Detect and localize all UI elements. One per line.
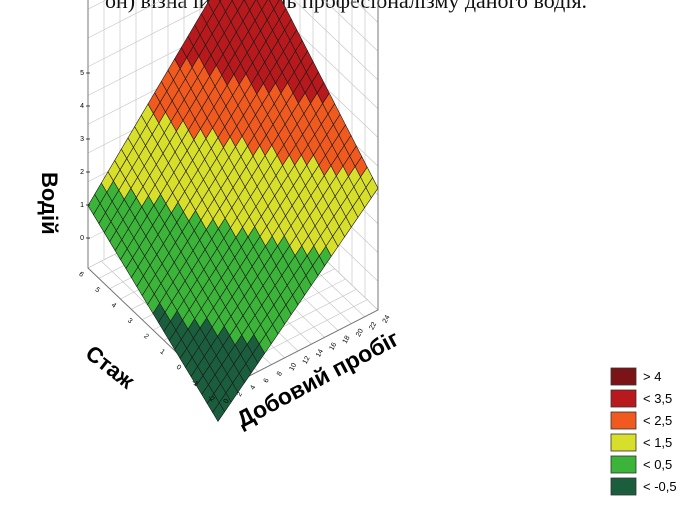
z-tick-label: 1 [80, 202, 84, 209]
legend-label: > 4 [643, 369, 661, 384]
surface-mesh [87, 0, 379, 422]
surface-cell [273, 0, 287, 21]
y-tick-label: 6 [77, 271, 84, 279]
grid-line [293, 0, 379, 81]
surface-cell [256, 0, 268, 10]
grid-line [353, 0, 379, 23]
x-tick-label: 22 [368, 321, 378, 331]
y-tick-label: -2 [206, 394, 215, 403]
legend-swatch [610, 411, 637, 430]
x-tick-label: 20 [355, 328, 365, 338]
legend-swatch [610, 367, 637, 386]
z-axis-title: Водій [37, 172, 62, 235]
legend-label: < 1,5 [643, 435, 672, 450]
x-tick-label: 16 [328, 341, 338, 351]
y-tick-label: -1 [190, 379, 199, 388]
z-tick-label: 0 [80, 235, 84, 242]
x-tick-label: 0 [223, 398, 231, 405]
z-tick-label: 2 [80, 169, 84, 176]
legend-label: < 3,5 [643, 391, 672, 406]
x-tick-label: 2 [236, 391, 244, 398]
y-tick-label: 5 [93, 286, 100, 294]
y-tick-label: 1 [158, 348, 165, 356]
legend-swatch [610, 477, 637, 496]
surface-cell [207, 0, 221, 14]
y-tick-label: 3 [126, 317, 133, 325]
z-tick-label: 5 [80, 70, 84, 77]
x-tick-label: 8 [276, 371, 284, 378]
z-tick-label: 4 [80, 103, 84, 110]
surface-cell [244, 0, 257, 11]
x-tick-label: 4 [249, 384, 257, 391]
x-tick-label: 14 [315, 348, 325, 358]
surface-cell [268, 0, 280, 10]
legend-swatch [610, 433, 637, 452]
x-tick-label: 6 [263, 377, 271, 384]
legend-label: < 2,5 [643, 413, 672, 428]
y-tick-label: 0 [175, 364, 182, 372]
legend-swatch [610, 455, 637, 474]
y-axis-title: Стаж [81, 340, 140, 393]
surface-cell [219, 0, 233, 13]
y-tick-label: 4 [110, 302, 117, 310]
grid-line [87, 0, 163, 39]
grid-line [323, 0, 379, 52]
surface-cell [219, 0, 222, 2]
legend-label: < 0,5 [643, 457, 672, 472]
legend: > 4 < 3,5 < 2,5 < 1,5 < 0,5 < -0,5 [610, 367, 677, 496]
x-tick-label: 12 [302, 355, 312, 365]
surface-cell [237, 0, 251, 22]
grid-line [87, 0, 220, 68]
x-tick-label: 18 [342, 335, 352, 345]
x-tick-label: 10 [288, 362, 298, 372]
z-tick-label: 3 [80, 136, 84, 143]
legend-label: < -0,5 [643, 479, 677, 494]
y-tick-label: 2 [142, 333, 149, 341]
surface-cell [231, 0, 245, 12]
legend-swatch [610, 389, 637, 408]
x-tick-label: 24 [382, 314, 392, 324]
